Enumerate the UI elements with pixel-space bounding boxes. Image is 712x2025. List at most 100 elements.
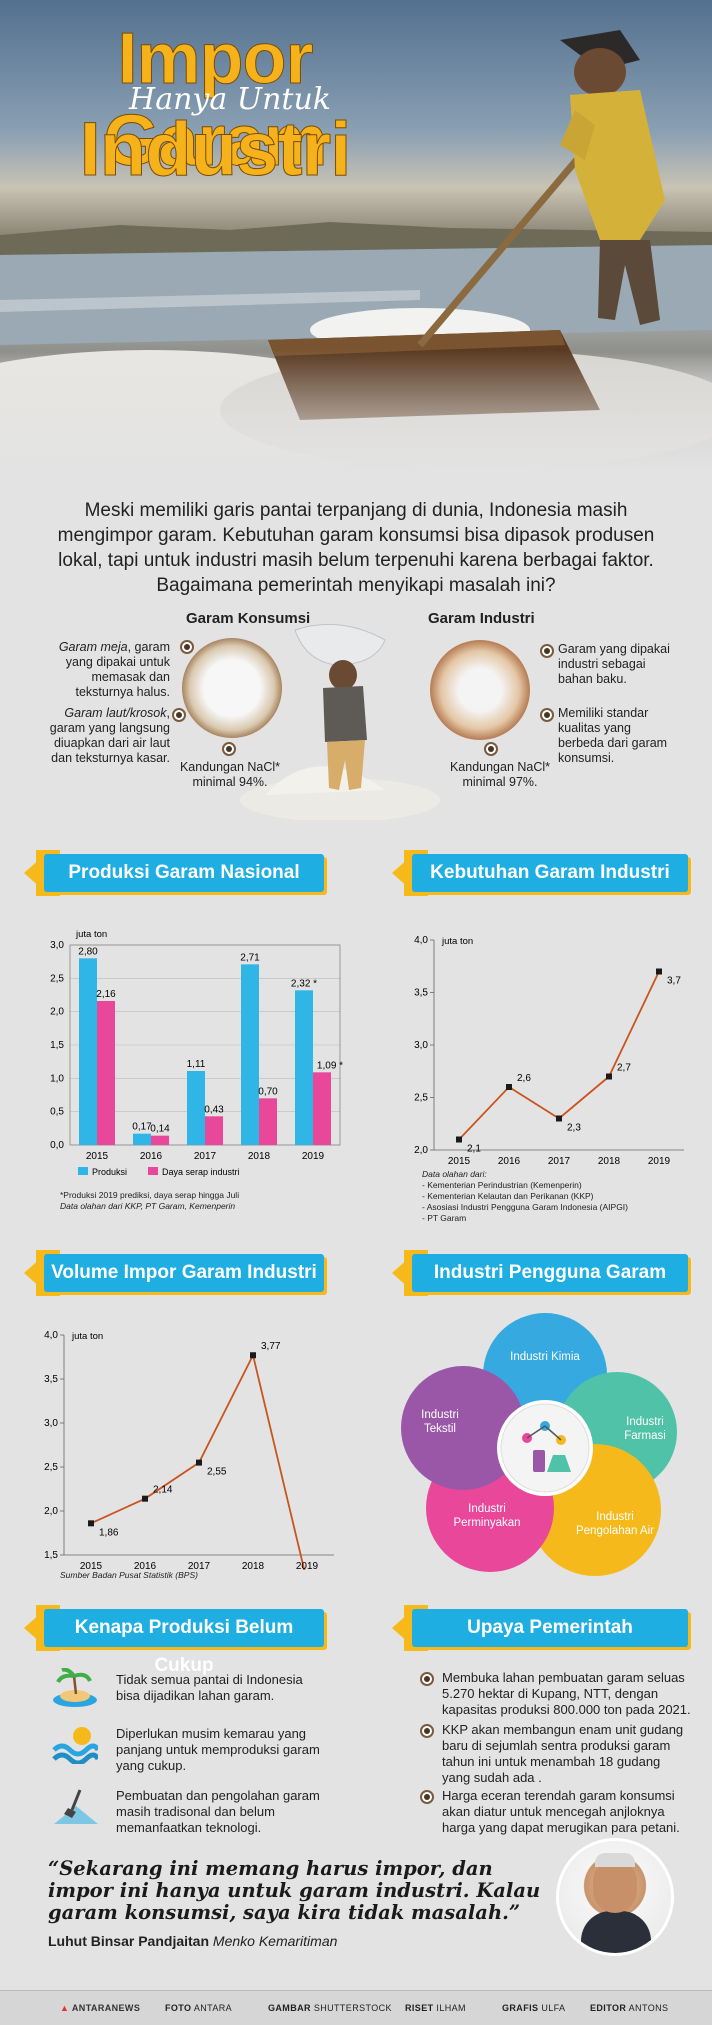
legend-label: Daya serap industri	[162, 1167, 240, 1177]
chart-produksi: juta ton 0,0 0,5 1,0 1,5 2,0 2,5 3,0 2,80 2,16 201…	[50, 929, 343, 1177]
data-label: 2,14	[153, 1485, 173, 1496]
reason-2: Diperlukan musim kemarau yang panjang un…	[116, 1726, 320, 1773]
data-point	[250, 1352, 256, 1359]
gov-action-1: Membuka lahan pembuatan garam seluas 5.2…	[442, 1670, 691, 1717]
x-tick-label: 2015	[80, 1561, 103, 1570]
y-tick-label: 1,0	[50, 1073, 64, 1084]
industry-item2: Memiliki standar kualitas yang berbeda d…	[558, 706, 668, 765]
bar-daya-serap	[97, 1001, 115, 1145]
data-point	[88, 1520, 94, 1527]
industry-kimia: Industri Kimia	[510, 1351, 580, 1363]
y-tick-label: 3,0	[414, 1040, 428, 1051]
y-axis-label: juta ton	[71, 1331, 103, 1342]
section-header-pengguna: Industri Pengguna Garam	[392, 1250, 688, 1296]
gov-action-2: KKP akan membangun enam unit gudang baru…	[442, 1722, 684, 1785]
data-label: 0,17	[132, 1122, 152, 1133]
bar-produksi	[241, 964, 259, 1145]
y-tick-label: 2,5	[414, 1093, 428, 1104]
consumption-item2: Garam laut/krosok, garam yang langsung d…	[49, 706, 170, 765]
avatar	[556, 1838, 674, 1956]
data-label: 0,43	[204, 1104, 224, 1115]
title-line1: Impor Garam	[103, 19, 328, 182]
quote-author: Luhut Binsar Pandjaitan Menko Kemaritima…	[48, 1933, 338, 1949]
y-axis-label: juta ton	[75, 929, 107, 940]
credits-footer: ▲ ANTARANEWS FOTO ANTARA GAMBAR SHUTTERS…	[0, 1990, 712, 2025]
legend-swatch	[148, 1167, 158, 1175]
y-tick-label: 0,0	[50, 1140, 64, 1151]
industry-pengolahan-air: Industri Pengolahan Air	[575, 1511, 654, 1537]
bar-produksi	[79, 958, 97, 1145]
section-header-produksi: Produksi Garam Nasional	[24, 850, 324, 896]
data-point	[456, 1136, 462, 1143]
x-tick-label: 2015	[86, 1151, 109, 1162]
x-tick-label: 2017	[194, 1151, 217, 1162]
data-point	[506, 1084, 512, 1090]
x-tick-label: 2019	[302, 1151, 325, 1162]
industry-perminyakan: Industri Perminyakan	[453, 1503, 521, 1529]
credit-editor: EDITOR ANTONS	[590, 2003, 669, 2013]
legend-swatch	[78, 1167, 88, 1175]
data-label: 2,16	[96, 989, 116, 1000]
title-line2: Hanya Untuk	[129, 82, 331, 117]
y-tick-label: 2,0	[50, 1007, 64, 1018]
series-line	[458, 971, 660, 1141]
y-tick-label: 2,5	[50, 973, 64, 984]
quote-text: “Sekarang ini memang harus impor, dan im…	[48, 1857, 541, 1924]
x-tick-label: 2019	[296, 1561, 319, 1570]
x-tick-label: 2019	[648, 1156, 671, 1167]
bullet-icon	[180, 640, 194, 654]
shovel-icon	[54, 1789, 98, 1824]
industry-nacl: Kandungan NaCl* minimal 97%.	[449, 760, 551, 789]
y-tick-label: 0,5	[50, 1107, 64, 1118]
data-label: 2,6	[517, 1073, 531, 1084]
bullet-icon	[540, 708, 554, 722]
chart-impor: juta ton 1,5 2,0 2,5 3,0 3,5 4,0 1,86 2015 2,14 20…	[44, 1330, 334, 1570]
data-label: 2,7	[617, 1063, 631, 1074]
credit-riset: RISET ILHAM	[405, 2003, 466, 2013]
gov-action-3: Harga eceran terendah garam konsumsi aka…	[442, 1788, 680, 1835]
credit-foto: FOTO ANTARA	[165, 2003, 233, 2013]
credit-grafis: GRAFIS ULFA	[502, 2003, 566, 2013]
bullet-icon	[420, 1672, 434, 1686]
intro-text: Meski memiliki garis pantai terpanjang d…	[57, 500, 655, 596]
y-tick-label: 3,5	[44, 1374, 58, 1385]
industry-flower: Industri Kimia Industri Farmasi Industri…	[385, 1300, 695, 1585]
data-label: 1,11	[187, 1059, 206, 1070]
industry-farmasi: Industri Farmasi	[624, 1416, 666, 1442]
bar-daya-serap	[151, 1135, 169, 1145]
bar-daya-serap	[259, 1098, 277, 1145]
bar-daya-serap	[313, 1072, 331, 1145]
data-point	[606, 1073, 612, 1080]
chart-produksi-notes: *Produksi 2019 prediksi, daya serap hing…	[60, 1190, 240, 1211]
x-tick-label: 2017	[188, 1561, 211, 1570]
x-tick-label: 2016	[134, 1561, 157, 1570]
data-label: 2,71	[240, 952, 260, 963]
hero-banner: Impor Garam Hanya Untuk Industri	[0, 0, 712, 470]
brand-logo: ▲ ANTARANEWS	[60, 2003, 141, 2013]
reason-3: Pembuatan dan pengolahan garam masih tra…	[116, 1788, 320, 1835]
y-tick-label: 3,5	[414, 988, 428, 999]
data-label: 2,55	[207, 1467, 227, 1478]
chart-kebutuhan-notes: Data olahan dari: - Kementerian Perindus…	[422, 1169, 628, 1223]
data-label: 2,32 *	[291, 978, 317, 989]
data-label: 3,77	[261, 1341, 281, 1352]
chart-impor-notes: Sumber Badan Pusat Statistik (BPS)	[60, 1570, 198, 1580]
data-label: 2,3	[567, 1123, 581, 1134]
industrial-salt-hands-image	[430, 640, 530, 740]
title-line3: Industri	[79, 107, 352, 193]
data-label: 0,14	[150, 1124, 170, 1135]
data-label: 2,1	[467, 1144, 481, 1155]
data-label: 2,80	[78, 946, 98, 957]
x-tick-label: 2018	[248, 1151, 271, 1162]
sun-wave-icon	[52, 1727, 98, 1764]
section-header-upaya: Upaya Pemerintah	[392, 1605, 688, 1651]
credit-gambar: GAMBAR SHUTTERSTOCK	[268, 2003, 392, 2013]
y-tick-label: 3,0	[44, 1418, 58, 1429]
y-tick-label: 2,0	[44, 1506, 58, 1517]
data-point	[142, 1495, 148, 1502]
x-tick-label: 2018	[598, 1156, 621, 1167]
bar-produksi	[187, 1071, 205, 1145]
y-axis-label: juta ton	[441, 936, 473, 947]
bullet-icon	[420, 1724, 434, 1738]
